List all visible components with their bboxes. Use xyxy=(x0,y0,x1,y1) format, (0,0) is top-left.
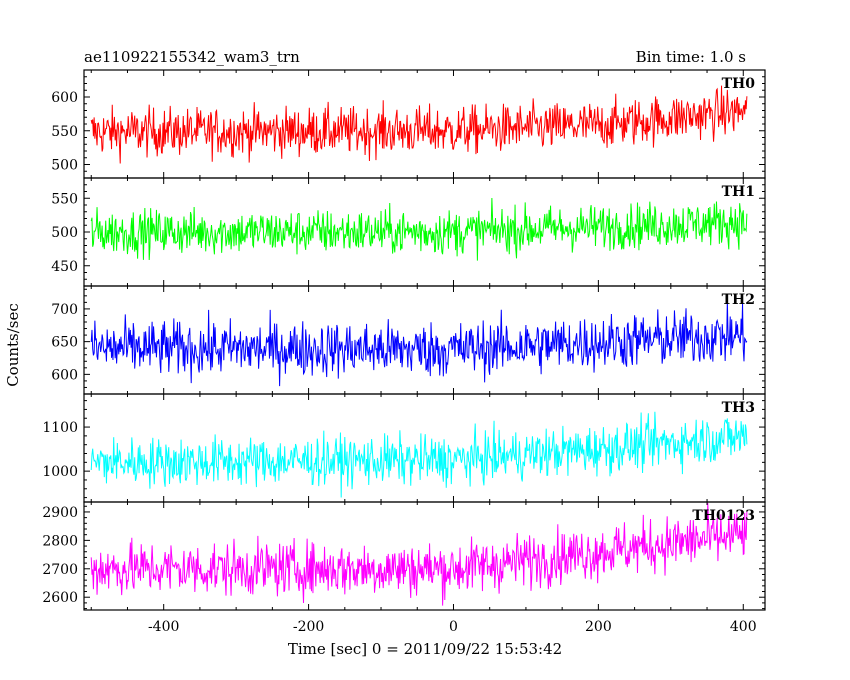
series-line-th1 xyxy=(90,197,748,261)
y-tick-label-th1: 450 xyxy=(51,259,78,275)
y-tick-label-th2: 600 xyxy=(51,367,78,383)
x-tick-label: 0 xyxy=(449,619,458,635)
y-tick-label-th0: 550 xyxy=(51,124,78,140)
y-tick-label-th1: 500 xyxy=(51,225,78,241)
x-tick-label: 200 xyxy=(585,619,612,635)
series-line-th2 xyxy=(90,299,748,387)
panel-label-th3: TH3 xyxy=(722,400,755,416)
x-tick-label: 400 xyxy=(730,619,757,635)
panel-label-th0: TH0 xyxy=(722,76,756,92)
series-line-th0123 xyxy=(90,502,748,606)
x-tick-label: -400 xyxy=(148,619,179,635)
y-tick-label-th0: 600 xyxy=(51,90,78,106)
y-tick-label-th0123: 2800 xyxy=(42,533,78,549)
panel-frame-th0123 xyxy=(83,501,766,611)
panel-label-th2: TH2 xyxy=(722,292,755,308)
y-tick-label-th3: 1000 xyxy=(42,464,78,480)
y-tick-label-th0: 500 xyxy=(51,158,78,174)
x-tick-label: -200 xyxy=(293,619,324,635)
y-tick-label-th3: 1100 xyxy=(42,420,78,436)
x-axis-label: Time [sec] 0 = 2011/09/22 15:53:42 xyxy=(288,640,562,658)
panels-group: 500 550 600 TH0 450 500 550 TH1 600 650 700 TH2 1000… xyxy=(42,69,766,635)
y-tick-label-th2: 650 xyxy=(51,335,78,351)
series-line-th3 xyxy=(90,411,748,498)
chart-title: ae110922155342_wam3_trn xyxy=(84,48,300,66)
series-line-th0 xyxy=(90,85,748,164)
y-tick-label-th0123: 2700 xyxy=(42,562,78,578)
panel-label-th0123: TH0123 xyxy=(692,508,755,524)
y-axis-label: Counts/sec xyxy=(4,303,22,387)
y-tick-label-th0123: 2600 xyxy=(42,590,78,606)
y-tick-label-th0123: 2900 xyxy=(42,505,78,521)
panel-label-th1: TH1 xyxy=(722,184,755,200)
y-tick-label-th2: 700 xyxy=(51,302,78,318)
bin-time-label: Bin time: 1.0 s xyxy=(636,48,746,66)
y-tick-label-th1: 550 xyxy=(51,191,78,207)
